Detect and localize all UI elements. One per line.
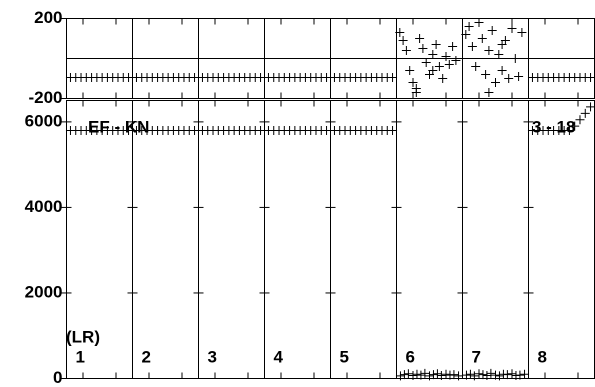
plus-marker bbox=[465, 369, 475, 379]
plus-marker bbox=[454, 371, 464, 381]
plus-marker bbox=[256, 73, 266, 82]
plus-marker bbox=[491, 370, 500, 380]
plus-marker bbox=[484, 88, 494, 97]
plus-marker bbox=[451, 56, 461, 65]
plus-marker bbox=[432, 369, 442, 379]
plus-marker bbox=[403, 369, 413, 379]
plus-marker bbox=[448, 42, 458, 51]
plus-marker bbox=[497, 40, 507, 49]
plus-marker bbox=[517, 28, 527, 37]
annotation: (LR) bbox=[66, 327, 100, 346]
plus-marker bbox=[469, 371, 479, 381]
plus-marker bbox=[514, 72, 524, 81]
plus-marker bbox=[322, 125, 332, 135]
plus-marker bbox=[586, 73, 595, 82]
plus-marker bbox=[190, 125, 200, 135]
plus-marker bbox=[494, 50, 504, 59]
plus-marker bbox=[487, 26, 497, 35]
plus-marker bbox=[510, 54, 520, 63]
plus-marker bbox=[491, 78, 500, 87]
column-label: 3 bbox=[208, 347, 217, 366]
plus-marker bbox=[399, 370, 409, 380]
y-tick-label: 4000 bbox=[25, 197, 63, 216]
plus-marker bbox=[124, 125, 134, 135]
plus-marker bbox=[481, 70, 491, 79]
column-label: 6 bbox=[406, 347, 415, 366]
plus-marker bbox=[461, 30, 471, 39]
plus-marker bbox=[408, 78, 418, 87]
column-label: 5 bbox=[340, 347, 349, 366]
plus-marker bbox=[395, 28, 405, 37]
column-label: 7 bbox=[472, 347, 481, 366]
plus-marker bbox=[449, 370, 459, 380]
plus-marker bbox=[520, 369, 530, 379]
plus-marker bbox=[575, 115, 585, 125]
annotation: EF - KN bbox=[88, 117, 149, 136]
plus-marker bbox=[398, 36, 408, 45]
plus-marker bbox=[504, 74, 514, 83]
plus-marker bbox=[494, 371, 504, 381]
plus-marker bbox=[444, 60, 454, 69]
plus-marker bbox=[507, 369, 517, 379]
plus-marker bbox=[478, 370, 488, 380]
plus-marker bbox=[395, 371, 405, 381]
plus-marker bbox=[467, 42, 477, 51]
plus-marker bbox=[322, 73, 332, 82]
plus-marker bbox=[471, 62, 481, 71]
plus-marker bbox=[411, 88, 421, 97]
plus-marker bbox=[507, 24, 517, 33]
plus-marker bbox=[428, 66, 438, 75]
plus-marker bbox=[388, 125, 398, 135]
y-tick-label: 200 bbox=[34, 8, 62, 27]
plus-marker bbox=[441, 369, 451, 379]
plus-marker bbox=[436, 371, 446, 381]
plus-marker bbox=[124, 73, 134, 82]
plus-marker bbox=[416, 370, 426, 380]
column-label: 1 bbox=[76, 347, 85, 366]
plus-marker bbox=[412, 369, 422, 379]
y-tick-label: 0 bbox=[53, 368, 62, 387]
plus-marker bbox=[586, 102, 595, 112]
plus-marker bbox=[405, 66, 415, 75]
plus-marker bbox=[408, 371, 418, 381]
plus-marker bbox=[477, 34, 487, 43]
plus-marker bbox=[388, 73, 398, 82]
plus-marker bbox=[434, 62, 444, 71]
plus-marker bbox=[418, 44, 428, 53]
plus-marker bbox=[580, 108, 590, 118]
annotation: 3 - 18 bbox=[532, 117, 575, 136]
plus-marker bbox=[484, 46, 494, 55]
column-label: 8 bbox=[538, 347, 547, 366]
plus-marker bbox=[482, 371, 492, 381]
plus-marker bbox=[428, 50, 438, 59]
plus-marker bbox=[502, 370, 512, 380]
plus-marker bbox=[515, 370, 525, 380]
plus-marker bbox=[401, 46, 411, 55]
plus-marker bbox=[190, 73, 200, 82]
plus-marker bbox=[438, 74, 448, 83]
plus-marker bbox=[474, 369, 484, 379]
plus-marker bbox=[431, 40, 441, 49]
plus-marker bbox=[564, 125, 574, 135]
y-tick-label: 6000 bbox=[25, 111, 63, 130]
plus-marker bbox=[497, 66, 507, 75]
plus-marker bbox=[486, 368, 496, 378]
plus-marker bbox=[474, 18, 484, 27]
plus-marker bbox=[441, 52, 451, 61]
plus-marker bbox=[461, 370, 471, 380]
plus-marker bbox=[420, 368, 430, 378]
plus-marker bbox=[464, 22, 474, 31]
plus-marker bbox=[570, 121, 580, 131]
plus-marker bbox=[428, 370, 438, 380]
column-label: 2 bbox=[142, 347, 151, 366]
plus-marker bbox=[415, 34, 425, 43]
plus-marker bbox=[421, 58, 431, 67]
y-tick-label: 2000 bbox=[25, 282, 63, 301]
y-tick-label: -200 bbox=[28, 88, 62, 107]
plus-marker bbox=[425, 371, 434, 381]
column-label: 4 bbox=[274, 347, 284, 366]
plus-marker bbox=[256, 125, 266, 135]
